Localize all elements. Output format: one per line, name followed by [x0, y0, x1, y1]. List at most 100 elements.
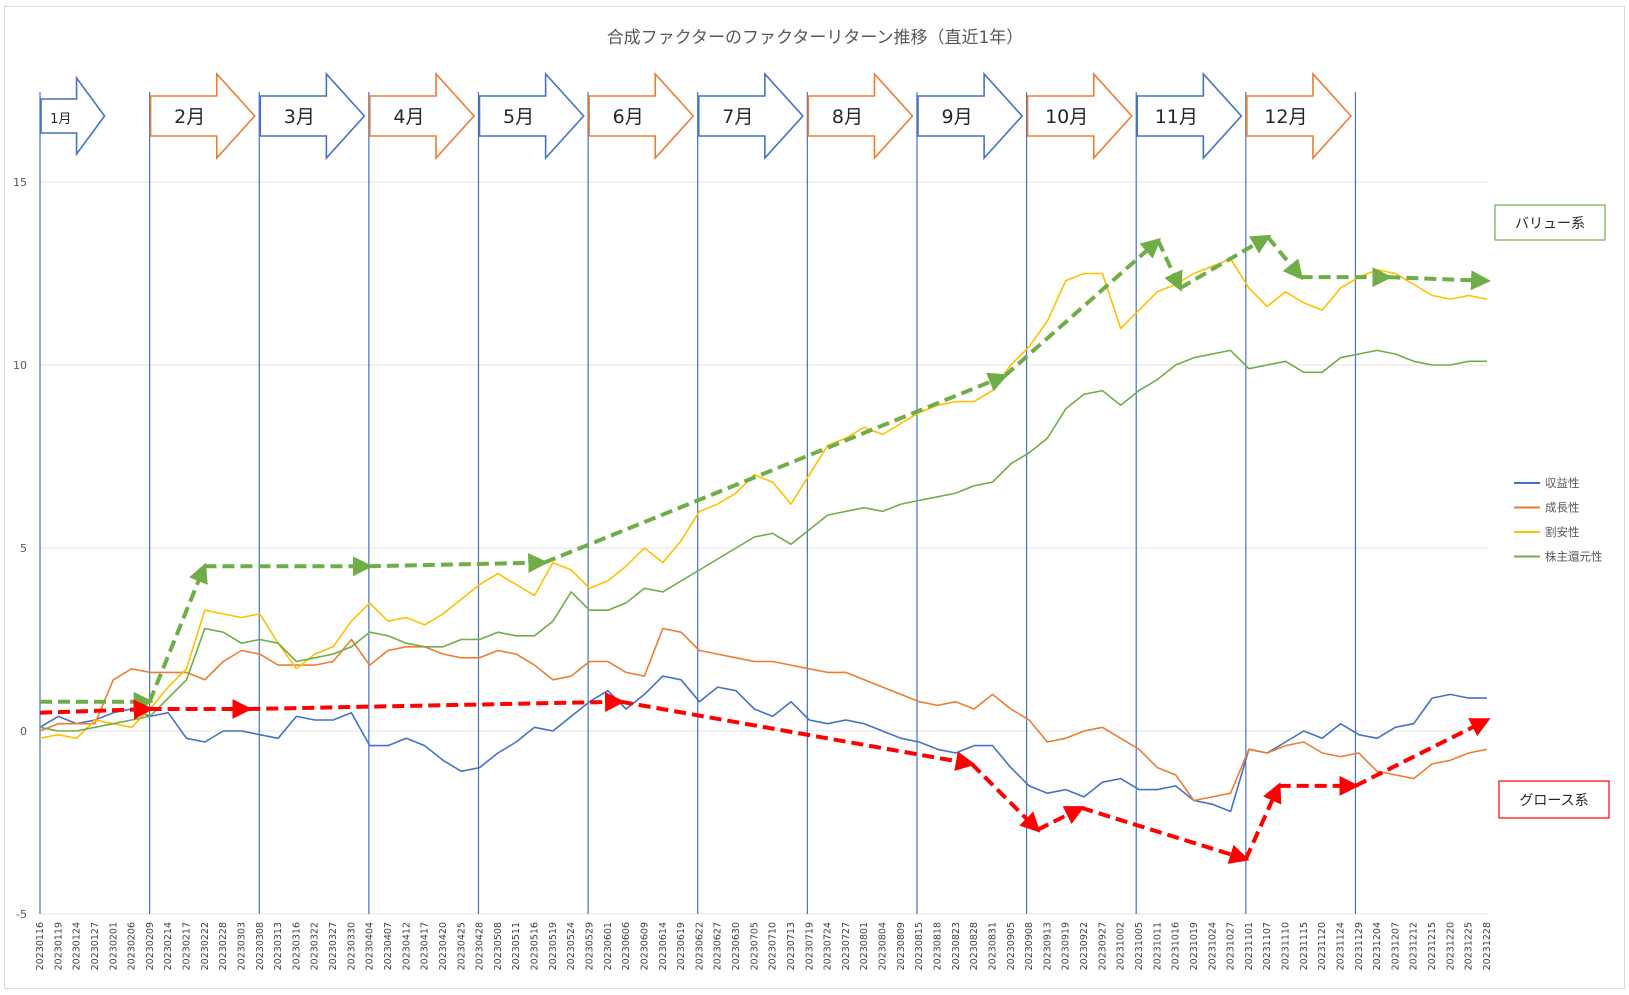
- month-label: 10月: [1045, 106, 1088, 128]
- x-tick-label: 20231228: [1482, 922, 1493, 970]
- growth-label-box: グロース系: [1498, 780, 1610, 819]
- growth-label: グロース系: [1519, 793, 1588, 809]
- month-label: 6月: [613, 106, 644, 128]
- y-tick-label: 10: [13, 359, 27, 372]
- x-tick-label: 20230412: [401, 922, 412, 970]
- x-tick-label: 20230519: [548, 922, 559, 970]
- x-tick-label: 20231101: [1244, 922, 1255, 970]
- growth-trend-arrow: [1080, 805, 1250, 864]
- x-tick-label: 20230705: [749, 922, 760, 970]
- growth-trend-arrow: [620, 699, 976, 771]
- x-tick-label: 20230127: [90, 922, 101, 970]
- x-tick-label: 20231225: [1464, 922, 1475, 970]
- x-tick-label: 20230201: [108, 922, 119, 970]
- month-arrow-8: [807, 71, 914, 161]
- y-tick-label: 5: [20, 542, 27, 555]
- growth-trend-arrow: [248, 692, 625, 713]
- x-tick-label: 20230922: [1079, 922, 1090, 970]
- month-label: 1月: [50, 112, 71, 127]
- x-tick-label: 20230425: [456, 922, 467, 970]
- x-tick-label: 20230417: [420, 922, 431, 970]
- x-tick-label: 20230913: [1042, 922, 1053, 970]
- month-arrow-2: [149, 71, 256, 161]
- month-label: 12月: [1264, 106, 1307, 128]
- x-tick-label: 20230614: [658, 922, 669, 970]
- x-tick-label: 20230606: [621, 922, 632, 970]
- x-tick-label: 20230511: [511, 922, 522, 970]
- growth-trend-arrow: [1036, 806, 1085, 832]
- chart-frame: [4, 6, 1625, 989]
- x-tick-label: 20230313: [273, 922, 284, 970]
- series-line-3: [39, 349, 1487, 732]
- x-tick-label: 20231019: [1189, 922, 1200, 970]
- x-tick-label: 20231115: [1299, 922, 1310, 970]
- growth-trend-arrow: [1244, 782, 1282, 860]
- x-tick-label: 20231120: [1317, 922, 1328, 970]
- x-tick-label: 20231005: [1134, 922, 1145, 970]
- x-tick-label: 20230124: [72, 922, 83, 970]
- x-tick-label: 20230206: [127, 922, 138, 970]
- x-tick-label: 20230508: [493, 922, 504, 970]
- value-trend-arrow: [147, 562, 208, 703]
- x-tick-label: 20230719: [804, 922, 815, 970]
- x-tick-label: 20230622: [694, 922, 705, 970]
- value-label-box: バリュー系: [1494, 204, 1606, 241]
- y-axis: 15 10 5 0 -5: [13, 176, 27, 921]
- value-trend-arrow: [368, 552, 549, 573]
- x-tick-label: 20230222: [200, 922, 211, 970]
- x-tick-label: 20230627: [713, 922, 724, 970]
- series-line-1: [39, 627, 1488, 802]
- y-tick-label: 0: [20, 725, 27, 738]
- x-tick-label: 20230524: [566, 922, 577, 970]
- x-tick-label: 20231011: [1152, 922, 1163, 970]
- x-tick-label: 20231207: [1390, 922, 1401, 970]
- x-tick-label: 20230217: [182, 922, 193, 970]
- legend-label: 割安性: [1545, 525, 1580, 539]
- x-tick-label: 20231129: [1354, 922, 1365, 970]
- x-tick-label: 20231110: [1281, 922, 1292, 970]
- x-tick-label: 20230228: [218, 922, 229, 970]
- x-tick-label: 20230529: [584, 922, 595, 970]
- value-trend-arrow: [1266, 235, 1304, 281]
- month-arrow-3: [259, 71, 366, 161]
- y-tick-label: -5: [16, 908, 27, 921]
- month-arrow-12: [1246, 71, 1353, 161]
- month-arrow-5: [478, 71, 585, 161]
- x-tick-label: 20230823: [951, 922, 962, 970]
- growth-trend-arrow: [970, 762, 1041, 833]
- x-tick-label: 20230724: [823, 922, 834, 970]
- x-tick-label: 20230407: [383, 922, 394, 970]
- legend-label: 収益性: [1545, 476, 1580, 490]
- x-tick-label: 20230330: [346, 922, 357, 970]
- x-tick-label: 20230908: [1024, 922, 1035, 970]
- x-tick-label: 20231220: [1445, 922, 1456, 970]
- month-label: 3月: [284, 106, 315, 128]
- month-label: 8月: [832, 106, 863, 128]
- x-tick-label: 20230420: [438, 922, 449, 970]
- x-tick-label: 20230815: [914, 922, 925, 970]
- x-tick-label: 20230308: [255, 922, 266, 970]
- month-arrow-7: [697, 71, 804, 161]
- x-tick-label: 20230119: [53, 922, 64, 970]
- trend-arrows: [39, 234, 1491, 864]
- value-trend-arrow: [543, 372, 1009, 565]
- x-tick-label: 20230322: [310, 922, 321, 970]
- value-trend-arrow: [1003, 237, 1162, 378]
- x-tick-label: 20230727: [841, 922, 852, 970]
- x-tick-label: 20231024: [1207, 922, 1218, 970]
- month-arrow-11: [1136, 71, 1243, 161]
- x-tick-label: 20230828: [969, 922, 980, 970]
- x-tick-label: 20230327: [328, 922, 339, 970]
- month-label: 2月: [174, 106, 205, 128]
- x-tick-label: 20230214: [163, 922, 174, 970]
- chart-title: 合成ファクターのファクターリターン推移（直近1年）: [607, 28, 1024, 48]
- x-tick-label: 20230116: [35, 922, 46, 970]
- legend-label: 成長性: [1545, 501, 1580, 515]
- x-tick-label: 20231027: [1226, 922, 1237, 970]
- x-tick-label: 20231107: [1262, 922, 1273, 970]
- value-label: バリュー系: [1515, 216, 1585, 232]
- growth-trend-arrow: [1354, 718, 1491, 788]
- x-tick-label: 20230804: [878, 922, 889, 970]
